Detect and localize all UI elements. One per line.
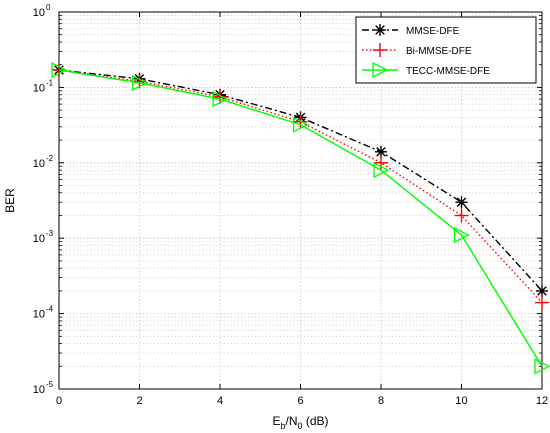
data-point <box>455 196 468 209</box>
y-tick-label: 10 <box>33 233 45 245</box>
x-tick-label: 12 <box>536 395 548 407</box>
y-tick-label: 10 <box>33 7 45 19</box>
legend-label: MMSE-DFE <box>406 26 460 37</box>
y-tick-label: 10 <box>33 82 45 94</box>
data-point <box>536 284 548 297</box>
data-point <box>454 208 469 223</box>
data-point <box>373 162 390 179</box>
x-axis-title: Eb/N0 (dB) <box>272 414 328 431</box>
series-2 <box>51 61 550 375</box>
marker-plus <box>373 43 387 57</box>
legend-item: MMSE-DFE <box>362 24 460 37</box>
legend-label: TECC-MMSE-DFE <box>406 66 490 77</box>
y-tick-exponent: 0 <box>46 3 51 12</box>
data-point <box>374 155 388 170</box>
marker-triangle-right <box>372 61 389 79</box>
data-point <box>535 295 549 310</box>
legend-item: Bi-MMSE-DFE <box>362 43 472 57</box>
legend-label: Bi-MMSE-DFE <box>406 46 472 57</box>
y-tick-label: 10 <box>33 384 45 396</box>
data-point <box>51 61 68 79</box>
x-tick-label: 6 <box>297 395 303 407</box>
marker-asterisk <box>374 24 386 36</box>
x-tick-label: 0 <box>56 395 62 407</box>
series-line <box>58 69 543 367</box>
x-tick-label: 2 <box>136 395 142 407</box>
data-point <box>453 227 470 244</box>
y-tick-exponent: -2 <box>46 154 54 163</box>
y-tick-label: 10 <box>33 158 45 170</box>
data-point <box>212 91 229 108</box>
x-tick-label: 4 <box>217 395 223 407</box>
data-point <box>131 74 148 91</box>
data-point <box>292 116 309 133</box>
x-tick-label: 8 <box>378 395 384 407</box>
data-point <box>213 89 227 104</box>
data-point <box>375 145 387 158</box>
y-tick-exponent: -5 <box>46 380 54 389</box>
y-tick-exponent: -1 <box>46 78 54 87</box>
legend: MMSE-DFE Bi-MMSE-DFE TECC-MMSE-DFE <box>355 16 537 84</box>
y-tick-label: 10 <box>33 309 45 321</box>
y-tick-exponent: -4 <box>46 305 54 314</box>
legend-item: TECC-MMSE-DFE <box>362 61 490 79</box>
y-tick-exponent: -3 <box>46 229 54 238</box>
x-tick-label: 10 <box>455 395 467 407</box>
data-point <box>534 358 550 375</box>
y-axis-title: BER <box>3 188 17 213</box>
